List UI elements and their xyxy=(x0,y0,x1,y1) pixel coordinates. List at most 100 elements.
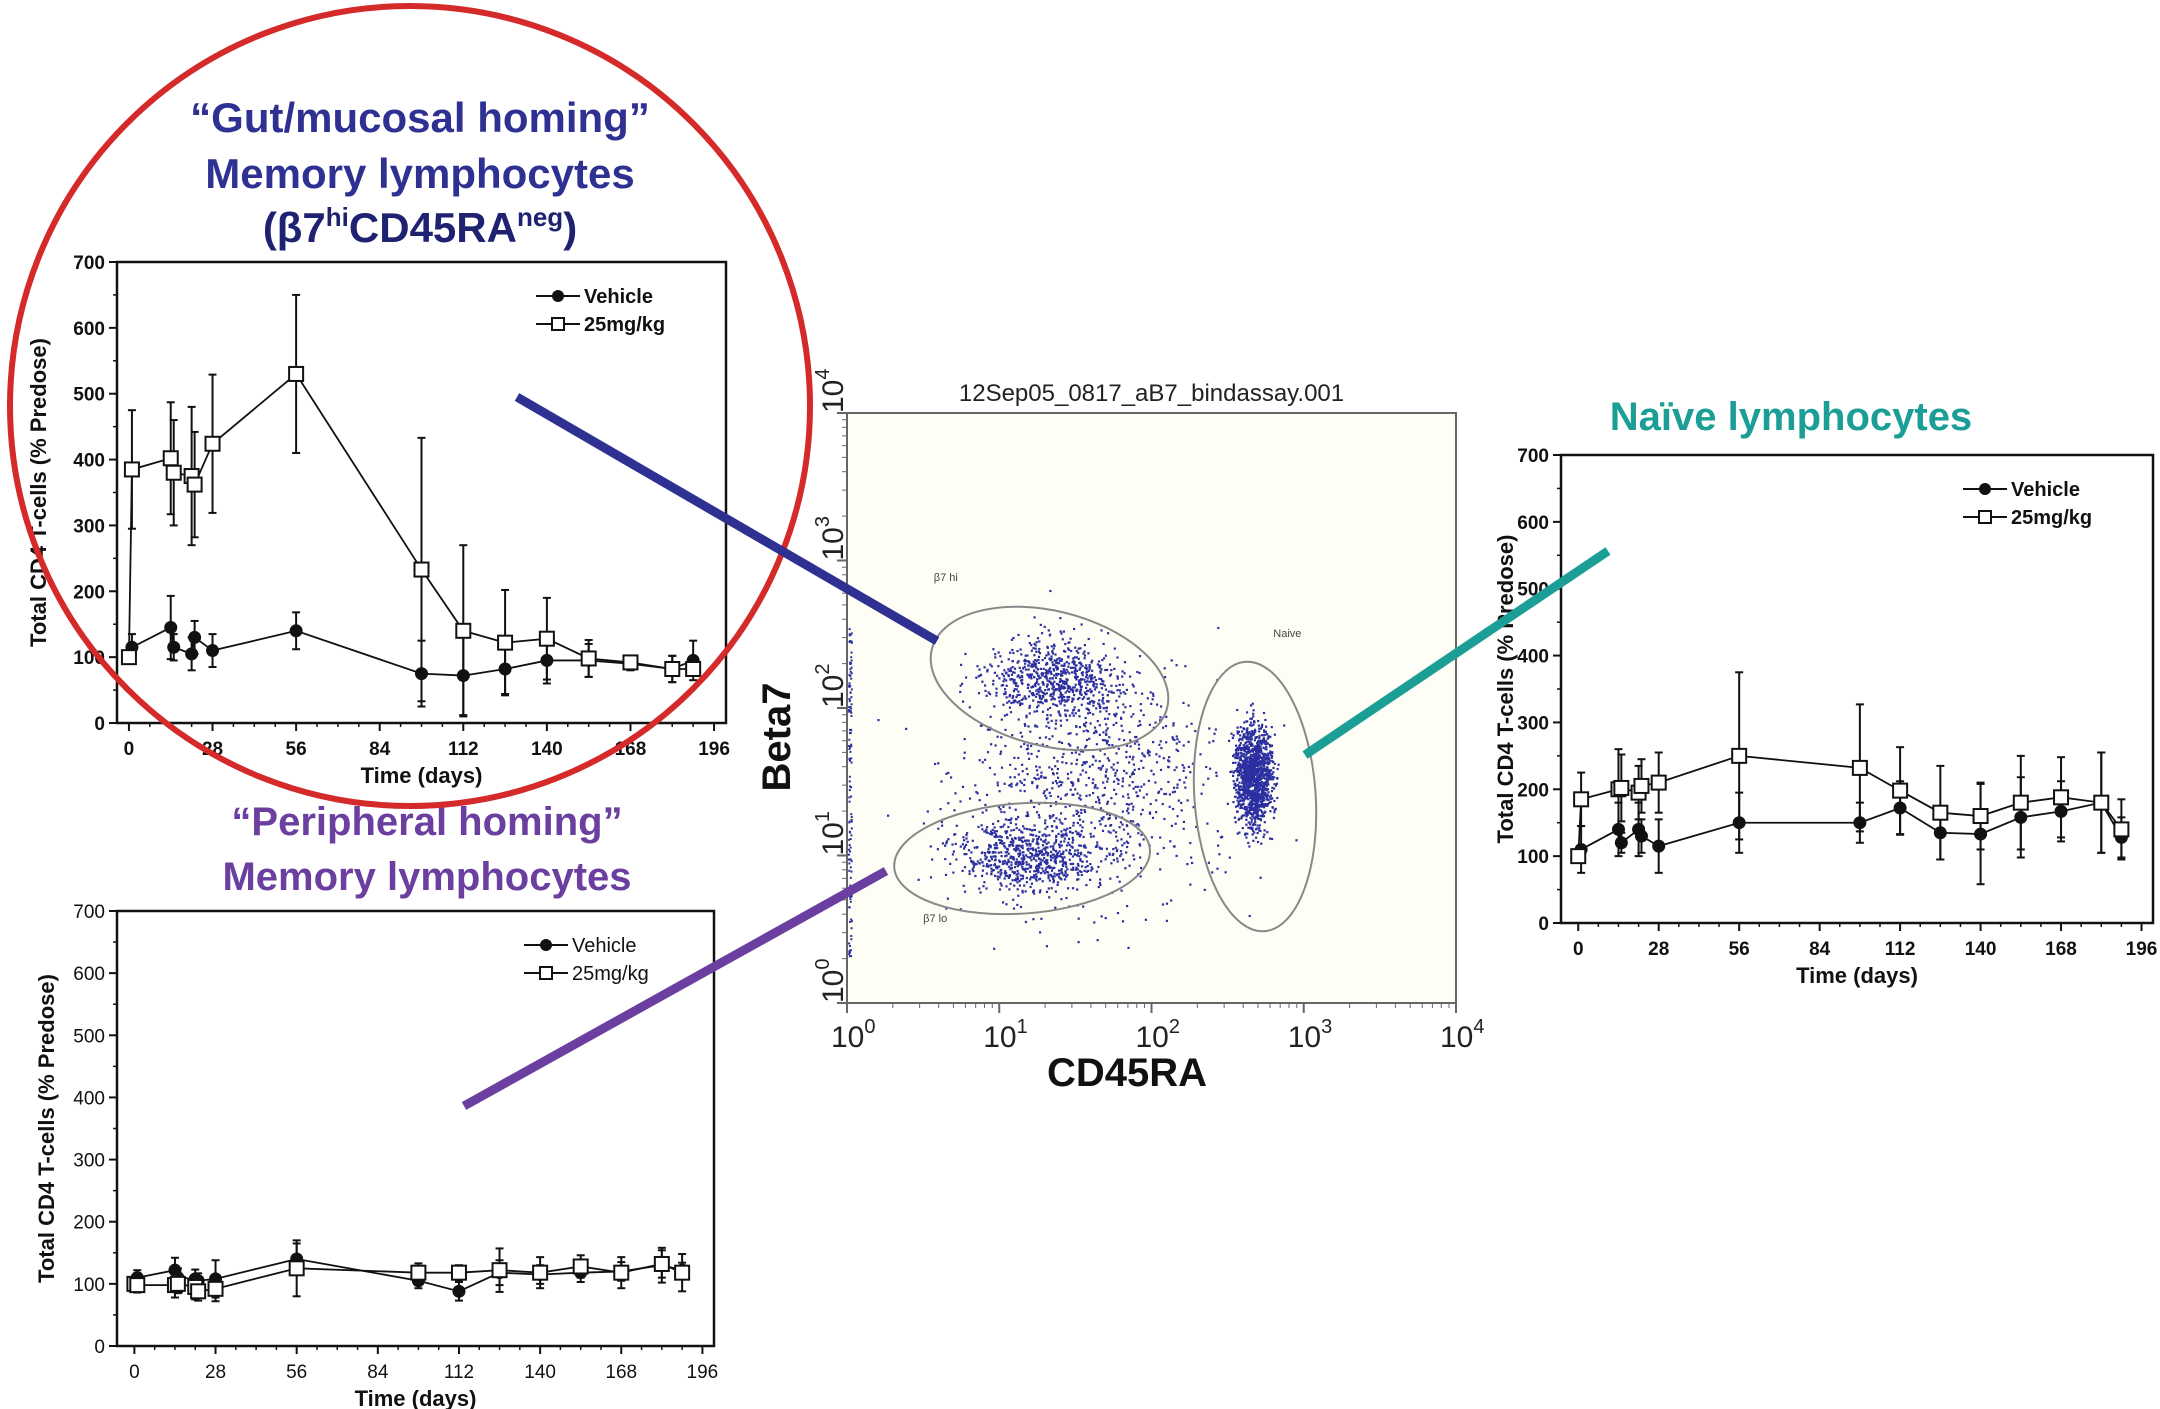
legend-label: Vehicle xyxy=(584,286,653,308)
event-dot xyxy=(1060,878,1063,881)
event-dot xyxy=(1257,744,1260,747)
event-dot xyxy=(1101,680,1104,683)
event-dot xyxy=(1088,794,1091,797)
event-dot xyxy=(1245,808,1248,811)
event-dot xyxy=(1235,791,1238,794)
event-dot xyxy=(1073,663,1076,666)
event-dot xyxy=(1002,680,1005,683)
event-dot xyxy=(1035,873,1038,876)
event-dot xyxy=(1047,871,1050,874)
event-dot xyxy=(848,920,851,923)
event-dot xyxy=(1139,709,1143,712)
event-dot xyxy=(1070,771,1073,774)
event-dot xyxy=(850,818,853,821)
event-dot xyxy=(1239,806,1242,810)
event-dot xyxy=(1008,706,1011,709)
event-dot xyxy=(1211,871,1214,874)
event-dot xyxy=(1081,678,1084,681)
event-dot xyxy=(946,897,949,900)
event-dot xyxy=(1261,772,1264,775)
event-dot xyxy=(1061,781,1064,784)
event-dot xyxy=(1238,737,1241,741)
event-dot xyxy=(1083,761,1086,764)
event-dot xyxy=(1268,759,1272,762)
event-dot xyxy=(1168,805,1171,808)
event-dot xyxy=(1084,846,1087,849)
event-dot xyxy=(1052,877,1055,881)
event-dot xyxy=(1026,686,1029,690)
y-tick-label: 300 xyxy=(73,516,105,537)
y-tick-label: 700 xyxy=(73,902,105,923)
event-dot xyxy=(1276,777,1279,780)
event-dot xyxy=(972,860,975,863)
event-dot xyxy=(1065,682,1068,685)
event-dot xyxy=(1083,854,1086,857)
event-dot xyxy=(850,745,853,748)
event-dot xyxy=(1249,816,1252,819)
event-dot xyxy=(1161,903,1165,906)
event-dot xyxy=(1245,730,1248,733)
event-dot xyxy=(1139,856,1142,859)
event-dot xyxy=(850,955,853,958)
event-dot xyxy=(1077,941,1080,944)
event-dot xyxy=(1046,717,1049,720)
event-dot xyxy=(1092,694,1095,697)
event-dot xyxy=(1061,696,1064,699)
event-dot xyxy=(1078,855,1081,858)
event-dot xyxy=(1031,781,1034,784)
event-dot xyxy=(971,815,974,818)
event-dot xyxy=(1037,683,1040,686)
event-dot xyxy=(1089,863,1092,866)
event-dot xyxy=(1035,665,1038,668)
event-dot xyxy=(1075,733,1078,736)
event-dot xyxy=(1002,684,1005,687)
event-dot xyxy=(1263,761,1266,764)
event-dot xyxy=(998,876,1001,879)
event-dot xyxy=(1036,864,1040,867)
event-dot xyxy=(1056,688,1059,691)
event-dot xyxy=(1069,852,1072,856)
event-dot xyxy=(1161,803,1164,806)
event-dot xyxy=(1039,852,1042,855)
event-dot xyxy=(850,827,853,830)
event-dot xyxy=(1061,638,1064,641)
event-dot xyxy=(1125,750,1128,753)
event-dot xyxy=(988,864,991,867)
event-dot xyxy=(1269,752,1272,755)
event-dot xyxy=(1027,668,1030,671)
event-dot xyxy=(1032,890,1035,893)
event-dot xyxy=(1087,669,1090,672)
event-dot xyxy=(1266,762,1269,766)
event-dot xyxy=(1008,875,1011,878)
event-dot xyxy=(1051,853,1054,856)
event-dot xyxy=(1108,736,1111,739)
event-dot xyxy=(959,684,962,687)
event-dot xyxy=(1080,703,1083,706)
event-dot xyxy=(1261,813,1264,816)
event-dot xyxy=(1049,816,1052,820)
event-dot xyxy=(1232,771,1235,774)
legend-marker-icon xyxy=(552,290,564,302)
event-dot xyxy=(1160,788,1163,791)
event-dot xyxy=(1039,697,1042,700)
event-dot xyxy=(1258,827,1261,830)
event-dot xyxy=(1008,693,1012,697)
event-dot xyxy=(1264,754,1267,757)
event-dot xyxy=(1266,769,1269,773)
event-dot xyxy=(1246,765,1249,768)
event-dot xyxy=(1048,633,1052,636)
event-dot xyxy=(1254,783,1257,786)
event-dot xyxy=(848,838,851,841)
event-dot xyxy=(1067,777,1070,780)
event-dot xyxy=(1093,676,1096,679)
event-dot xyxy=(1044,689,1047,692)
event-dot xyxy=(1130,802,1133,805)
event-dot xyxy=(1089,711,1092,714)
event-dot xyxy=(1254,749,1257,752)
event-dot xyxy=(1046,662,1049,665)
event-dot xyxy=(999,752,1002,755)
event-dot xyxy=(1075,762,1078,766)
event-dot xyxy=(1041,853,1044,857)
event-dot xyxy=(996,867,999,870)
event-dot xyxy=(1232,734,1235,737)
